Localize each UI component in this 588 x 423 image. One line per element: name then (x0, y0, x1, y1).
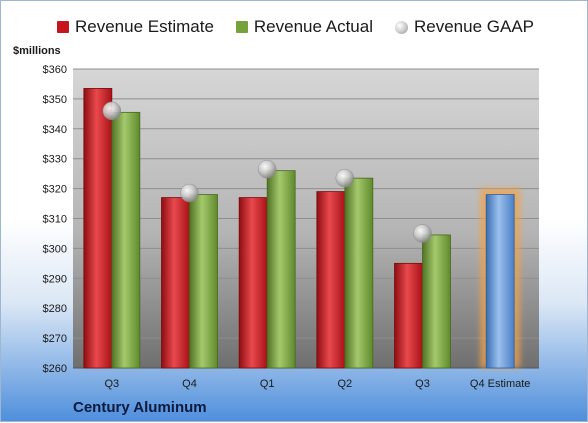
y-tick-label: $330 (43, 154, 67, 166)
gaap-marker (335, 168, 355, 188)
actual-bar (422, 234, 451, 369)
actual-bar (111, 111, 141, 369)
y-tick-label: $300 (43, 243, 67, 255)
legend-label-estimate: Revenue Estimate (75, 17, 214, 36)
y-axis-unit-label: $millions (13, 45, 61, 57)
gaap-marker (102, 101, 122, 121)
x-tick-label: Q4 (182, 378, 197, 390)
legend-label-actual: Revenue Actual (253, 17, 373, 36)
estimate-bar (316, 191, 346, 369)
legend-swatch-actual (235, 21, 248, 33)
x-tick-label: Q1 (260, 378, 275, 390)
y-tick-label: $280 (43, 303, 67, 315)
forecast-bar (485, 194, 515, 369)
legend-label-gaap: Revenue GAAP (414, 17, 535, 36)
y-tick-label: $290 (43, 273, 67, 285)
legend: Revenue Estimate Revenue Actual Revenue … (57, 17, 534, 37)
actual-bar (266, 170, 296, 369)
estimate-bar (394, 262, 423, 369)
legend-item-estimate: Revenue Estimate (57, 17, 214, 37)
estimate-bar (238, 197, 268, 369)
y-tick-label: $260 (43, 363, 67, 375)
legend-swatch-estimate (57, 21, 69, 33)
x-tick-label: Q2 (337, 378, 352, 390)
legend-item-gaap: Revenue GAAP (395, 17, 534, 37)
y-tick-label: $270 (43, 333, 67, 345)
x-tick-label: Q4 Estimate (470, 378, 531, 390)
y-tick-label: $320 (43, 184, 67, 196)
gaap-marker (413, 224, 432, 243)
y-tick-label: $310 (43, 214, 67, 226)
legend-marker-gaap (395, 20, 408, 34)
y-tick-label: $350 (43, 94, 67, 106)
actual-bar (189, 194, 218, 369)
estimate-bar (83, 88, 113, 369)
legend-item-actual: Revenue Actual (235, 17, 373, 37)
x-tick-label: Q3 (104, 378, 119, 390)
gaap-marker (180, 183, 199, 203)
x-tick-label: Q3 (415, 378, 430, 390)
y-tick-label: $360 (43, 64, 67, 76)
estimate-bar (161, 197, 190, 369)
actual-bar (344, 177, 374, 369)
gaap-marker (257, 159, 277, 179)
company-name: Century Aluminum (73, 399, 207, 416)
y-tick-label: $340 (43, 124, 67, 136)
